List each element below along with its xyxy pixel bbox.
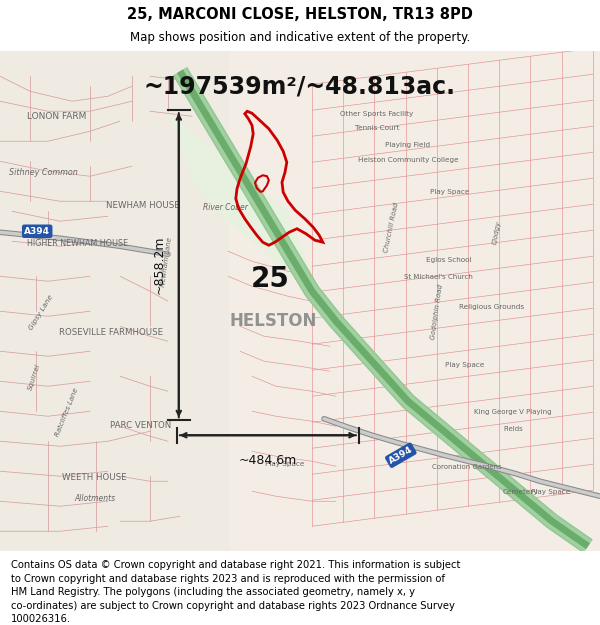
Text: Gipsy Lane: Gipsy Lane [28,294,54,331]
Text: Play Space: Play Space [430,189,470,195]
Text: HIGHER NEWHAM HOUSE: HIGHER NEWHAM HOUSE [28,239,128,248]
Text: Play Space: Play Space [531,489,571,495]
Text: Coronation Gardens: Coronation Gardens [432,464,502,470]
Text: ~858.2m: ~858.2m [152,236,166,294]
Text: ~484.6m: ~484.6m [239,454,297,468]
Text: Newham Lane: Newham Lane [160,237,173,288]
Text: Tennis Court: Tennis Court [355,125,399,131]
Text: Helston Community College: Helston Community College [358,158,458,163]
Text: LONON FARM: LONON FARM [28,112,86,121]
Text: Cemetery: Cemetery [503,489,539,495]
Text: Sithney Common: Sithney Common [9,168,77,177]
Text: ROSEVILLE FARMHOUSE: ROSEVILLE FARMHOUSE [59,328,163,337]
Text: Play Space: Play Space [445,362,485,368]
Text: Other Sports Facility: Other Sports Facility [340,111,413,117]
Text: Playing Field: Playing Field [385,142,431,148]
Bar [0,51,228,551]
Text: 25, MARCONI CLOSE, HELSTON, TR13 8PD: 25, MARCONI CLOSE, HELSTON, TR13 8PD [127,7,473,22]
Polygon shape [168,111,312,276]
Text: HELSTON: HELSTON [229,312,317,330]
Text: Allotments: Allotments [74,494,115,503]
Text: Contains OS data © Crown copyright and database right 2021. This information is : Contains OS data © Crown copyright and d… [11,560,460,624]
Text: Map shows position and indicative extent of the property.: Map shows position and indicative extent… [130,31,470,44]
Text: Religious Grounds: Religious Grounds [460,304,524,310]
Text: Eglos School: Eglos School [426,258,472,263]
Text: King George V Playing: King George V Playing [474,409,552,415]
Text: Godolphin Road: Godolphin Road [430,284,443,341]
Text: A394: A394 [24,227,50,236]
Text: River Cober: River Cober [203,202,247,212]
Text: ~197539m²/~48.813ac.: ~197539m²/~48.813ac. [144,74,456,98]
Text: Play Space: Play Space [265,461,305,467]
Text: Squirrel: Squirrel [28,363,42,391]
Text: WEETH HOUSE: WEETH HOUSE [62,472,127,482]
Text: St Michael's Church: St Michael's Church [404,274,472,280]
Text: Ratcliffes Lane: Ratcliffes Lane [55,387,80,438]
Text: NEWHAM HOUSE: NEWHAM HOUSE [106,201,179,210]
Text: Fields: Fields [503,426,523,432]
Text: 25: 25 [251,265,289,292]
Text: A394: A394 [387,445,415,466]
Text: Churchill Road: Churchill Road [383,201,400,253]
Text: Clodgy: Clodgy [492,220,502,245]
Text: PARC VENTON: PARC VENTON [110,421,172,430]
